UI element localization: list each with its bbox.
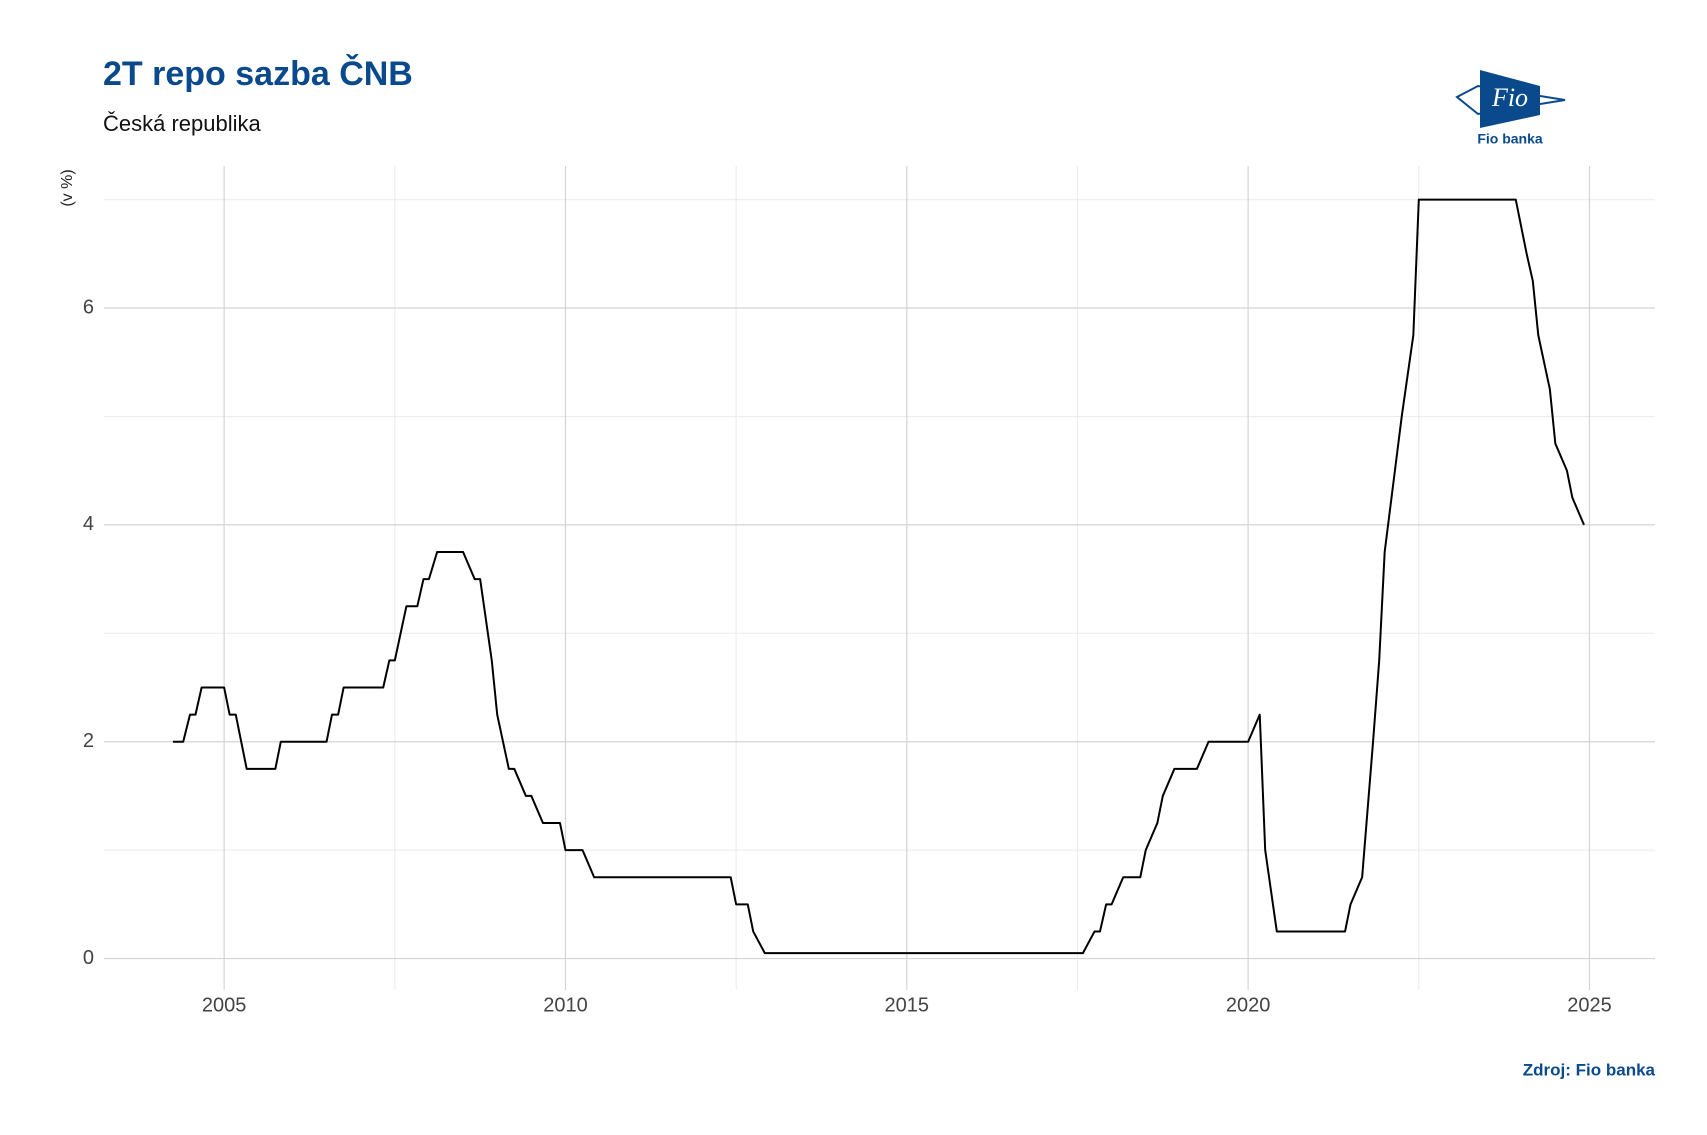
y-axis-label: (v %) xyxy=(59,169,76,206)
y-tick-label: 4 xyxy=(83,513,94,535)
logo-shape xyxy=(1455,84,1566,116)
logo-caption: Fio banka xyxy=(1477,131,1543,147)
chart-subtitle: Česká republika xyxy=(103,111,262,136)
logo-shape xyxy=(1480,70,1540,128)
logo: Fio Fio banka xyxy=(1455,70,1566,147)
source: Zdroj: Fio banka xyxy=(1523,1060,1656,1079)
x-tick-label: 2015 xyxy=(885,994,930,1016)
x-tick-label: 2010 xyxy=(543,994,588,1016)
x-tick-label: 2005 xyxy=(202,994,247,1016)
chart-title: 2T repo sazba ČNB xyxy=(103,54,413,93)
x-tick-label: 2020 xyxy=(1226,994,1271,1016)
logo-text: Fio xyxy=(1491,83,1528,112)
rate-line xyxy=(172,198,1585,955)
y-tick-label: 6 xyxy=(83,296,94,318)
x-tick-label: 2025 xyxy=(1567,994,1612,1016)
y-tick-label: 2 xyxy=(83,730,94,752)
y-tick-label: 0 xyxy=(83,947,94,969)
